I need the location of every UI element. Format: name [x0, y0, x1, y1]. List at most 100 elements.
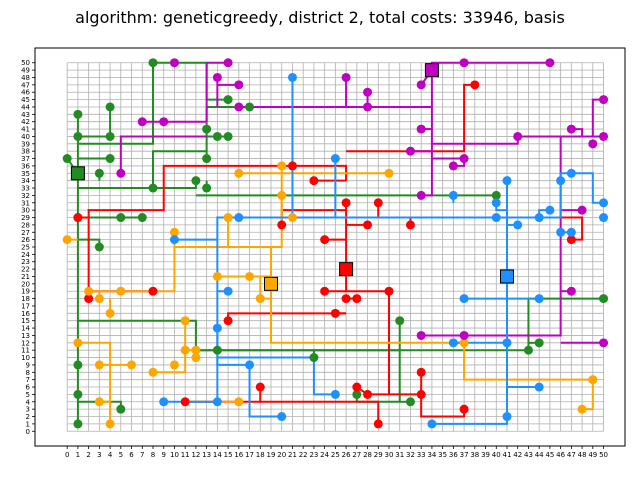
- house-point: [277, 190, 287, 200]
- house-point: [534, 213, 544, 223]
- y-tick-label: 23: [21, 258, 30, 266]
- chart-title: algorithm: geneticgreedy, district 2, to…: [75, 8, 565, 27]
- x-axis: 0 1 2 3 4 5 6 7 8 9 10 11 12 13 14 15 16 17 18 19 20 21 22 23 24…: [65, 446, 608, 459]
- house-point: [566, 168, 576, 178]
- house-point: [245, 360, 255, 370]
- y-tick-label: 49: [21, 67, 30, 75]
- x-tick-label: 8: [151, 451, 155, 459]
- house-point: [352, 294, 362, 304]
- y-tick-label: 29: [21, 214, 30, 222]
- x-tick-label: 31: [395, 451, 404, 459]
- house-point: [105, 419, 115, 429]
- house-point: [255, 294, 265, 304]
- x-tick-label: 45: [545, 451, 554, 459]
- house-point: [448, 338, 458, 348]
- house-point: [513, 131, 523, 141]
- x-tick-label: 30: [385, 451, 394, 459]
- house-point: [73, 213, 83, 223]
- house-point: [94, 242, 104, 252]
- house-point: [309, 353, 319, 363]
- house-point: [116, 213, 126, 223]
- y-tick-label: 20: [21, 280, 30, 288]
- house-point: [105, 131, 115, 141]
- batteries-layer: [70, 63, 514, 291]
- x-tick-label: 32: [406, 451, 415, 459]
- house-point: [416, 190, 426, 200]
- y-tick-label: 2: [26, 413, 30, 421]
- house-point: [491, 213, 501, 223]
- house-point: [599, 198, 609, 208]
- house-point: [73, 419, 83, 429]
- y-tick-label: 16: [21, 310, 30, 318]
- y-tick-label: 34: [21, 177, 30, 185]
- house-point: [459, 154, 469, 164]
- house-point: [180, 397, 190, 407]
- house-point: [405, 397, 415, 407]
- house-point: [169, 360, 179, 370]
- house-point: [566, 286, 576, 296]
- house-point: [341, 198, 351, 208]
- x-tick-label: 26: [342, 451, 351, 459]
- house-point: [148, 367, 158, 377]
- cable-line: [153, 320, 187, 374]
- x-tick-label: 21: [288, 451, 297, 459]
- y-tick-label: 39: [21, 140, 30, 148]
- house-point: [169, 58, 179, 68]
- house-point: [448, 190, 458, 200]
- y-tick-label: 28: [21, 221, 30, 229]
- house-point: [234, 168, 244, 178]
- house-point: [566, 227, 576, 237]
- y-tick-label: 4: [26, 398, 31, 406]
- house-point: [588, 375, 598, 385]
- x-tick-label: 22: [299, 451, 308, 459]
- y-tick-label: 14: [21, 325, 30, 333]
- cable-line: [260, 400, 380, 424]
- house-point: [491, 190, 501, 200]
- y-tick-label: 30: [21, 207, 30, 215]
- house-point: [191, 345, 201, 355]
- y-tick-label: 32: [21, 192, 30, 200]
- house-point: [212, 397, 222, 407]
- house-point: [245, 271, 255, 281]
- house-point: [73, 338, 83, 348]
- house-point: [277, 161, 287, 171]
- y-tick-label: 9: [26, 361, 30, 369]
- cable-line: [292, 164, 348, 181]
- x-tick-label: 5: [119, 451, 123, 459]
- house-point: [341, 294, 351, 304]
- house-point: [395, 316, 405, 326]
- x-tick-label: 11: [181, 451, 190, 459]
- house-point: [416, 330, 426, 340]
- x-tick-label: 23: [309, 451, 318, 459]
- house-point: [84, 294, 94, 304]
- house-point: [491, 198, 501, 208]
- battery-marker: [500, 269, 514, 284]
- x-tick-label: 39: [481, 451, 490, 459]
- y-tick-label: 43: [21, 111, 30, 119]
- house-point: [363, 87, 373, 97]
- house-point: [159, 397, 169, 407]
- x-tick-label: 4: [108, 451, 113, 459]
- y-tick-label: 8: [26, 369, 30, 377]
- house-point: [599, 95, 609, 105]
- x-tick-label: 12: [191, 451, 200, 459]
- x-tick-label: 3: [97, 451, 101, 459]
- house-point: [212, 131, 222, 141]
- house-point: [105, 154, 115, 164]
- house-point: [384, 286, 394, 296]
- house-point: [287, 213, 297, 223]
- house-point: [277, 220, 287, 230]
- house-point: [416, 389, 426, 399]
- house-point: [223, 131, 233, 141]
- y-tick-label: 17: [21, 302, 30, 310]
- x-tick-label: 9: [161, 451, 165, 459]
- house-point: [116, 286, 126, 296]
- house-point: [502, 176, 512, 186]
- x-tick-label: 40: [492, 451, 501, 459]
- house-point: [545, 58, 555, 68]
- house-point: [448, 161, 458, 171]
- y-tick-label: 0: [26, 428, 30, 436]
- house-point: [127, 360, 137, 370]
- house-point: [545, 205, 555, 215]
